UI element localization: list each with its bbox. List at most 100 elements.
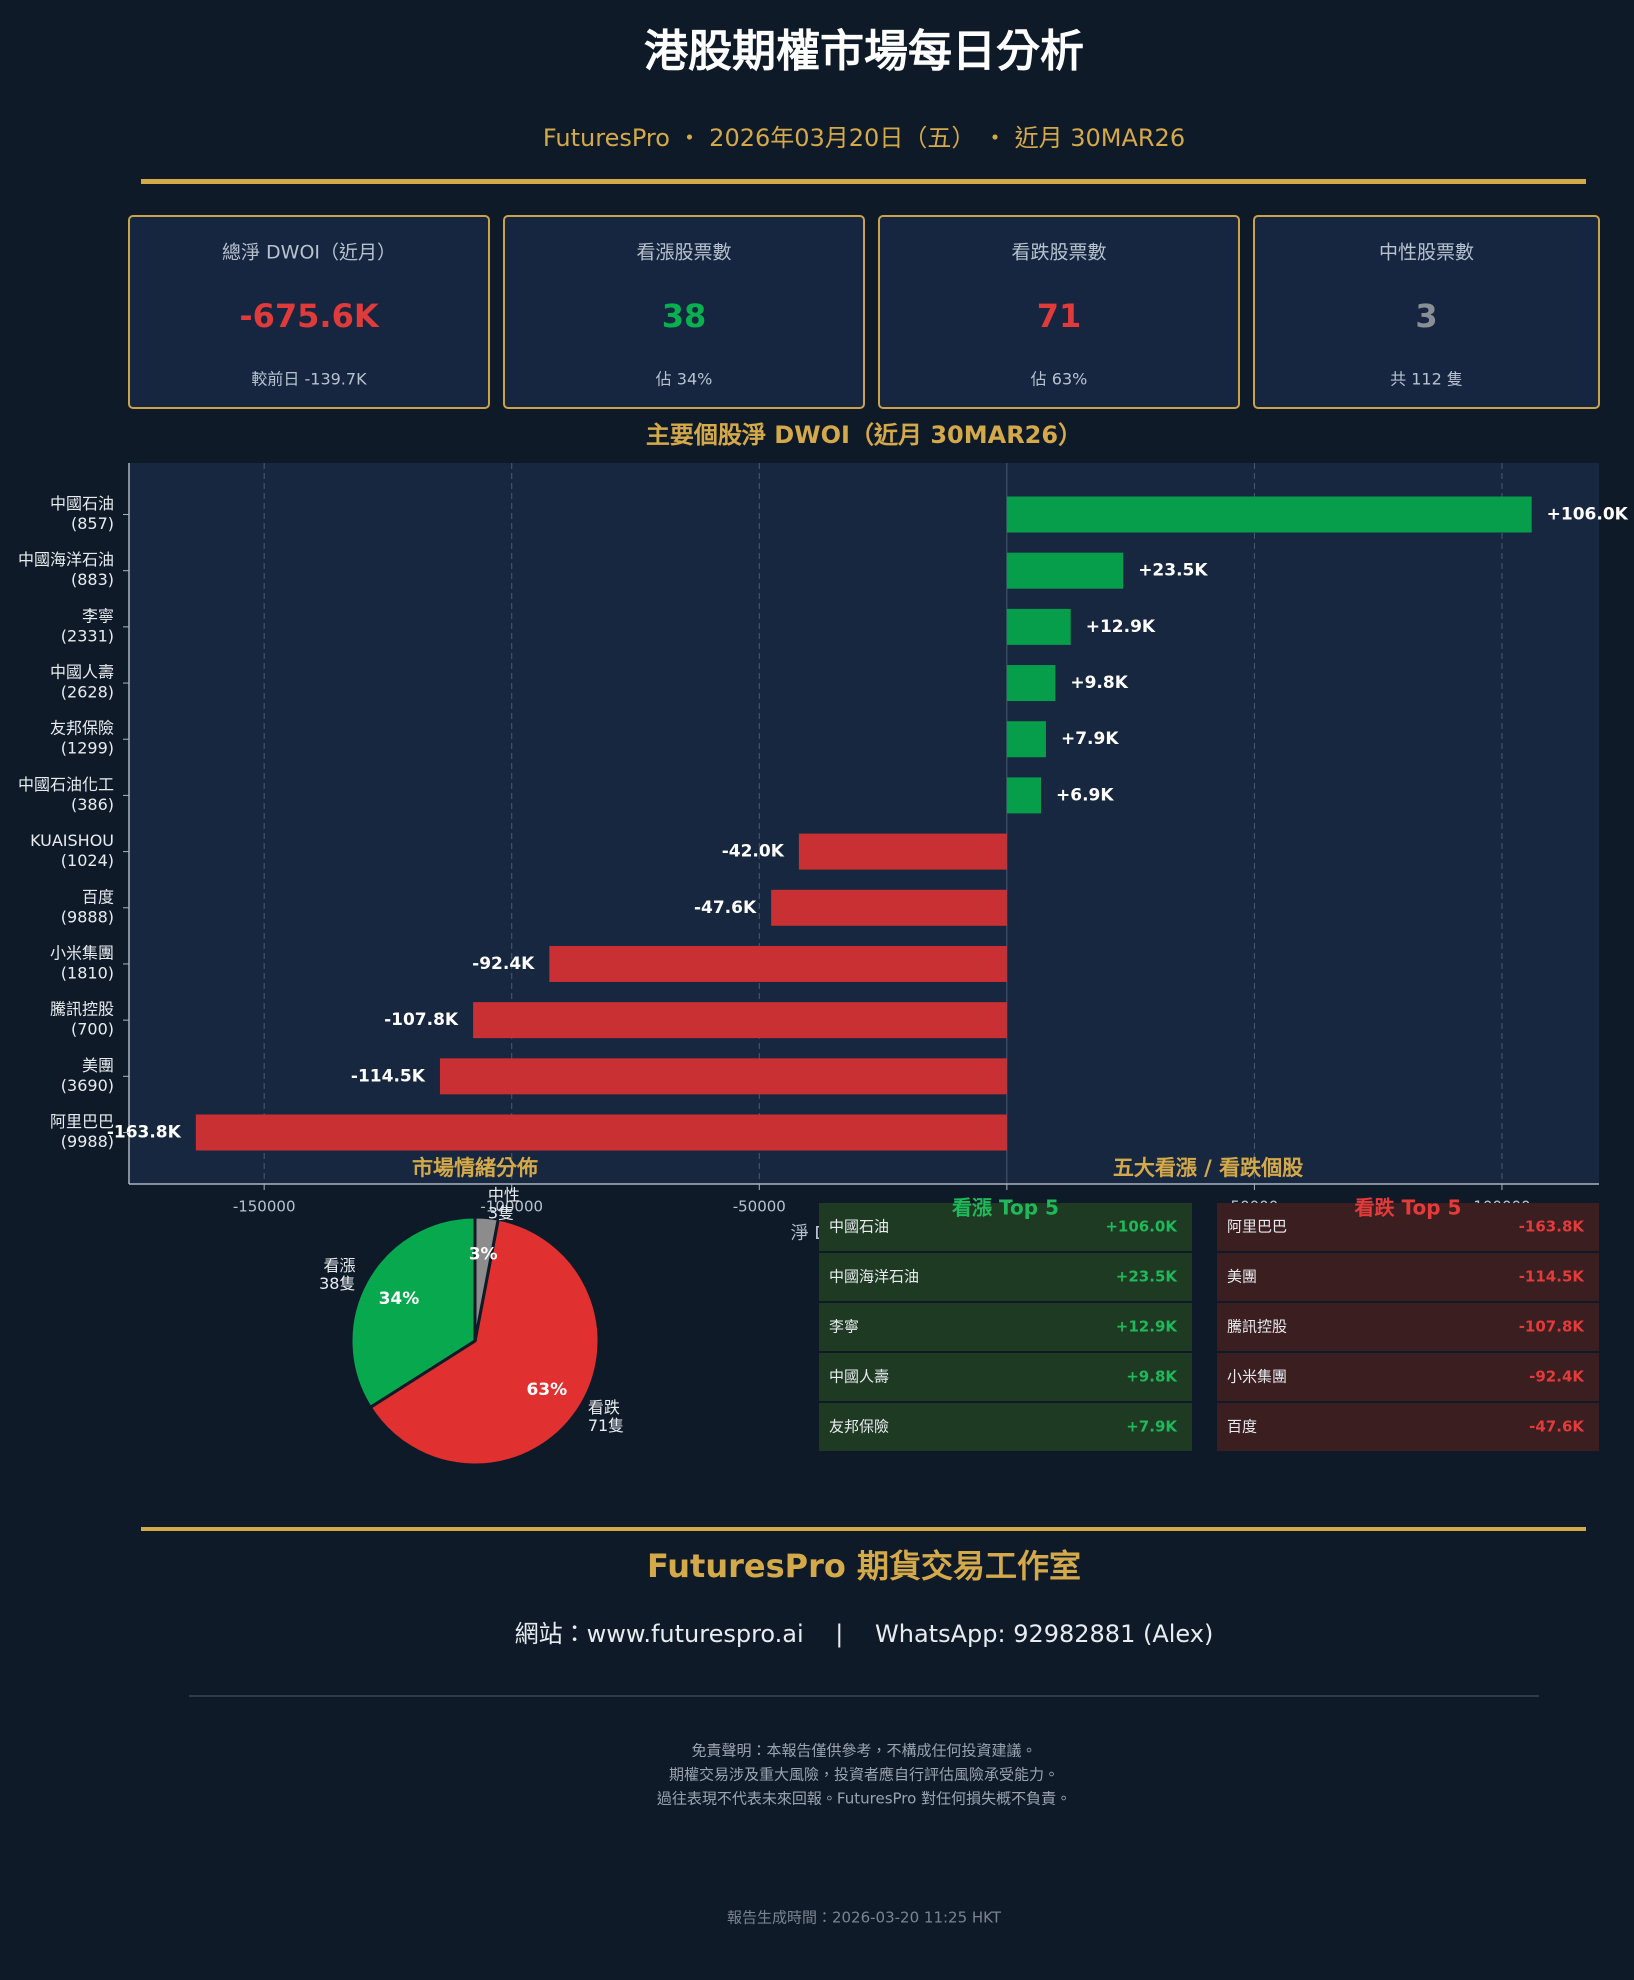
- page-title: 港股期權市場每日分析: [644, 26, 1084, 77]
- y-tick-label: (2628): [61, 683, 114, 702]
- stock-value: -107.8K: [1519, 1318, 1586, 1336]
- y-tick-label: 中國海洋石油: [18, 550, 114, 569]
- stock-name: 百度: [1227, 1418, 1257, 1436]
- y-tick-label: (700): [71, 1020, 114, 1039]
- stock-name: 美團: [1227, 1268, 1257, 1286]
- bar: [1006, 777, 1042, 814]
- card-label: 看跌股票數: [1011, 242, 1106, 264]
- stock-value: +9.8K: [1126, 1368, 1178, 1386]
- value-label: -47.6K: [694, 898, 757, 918]
- x-tick-label: -100000: [480, 1198, 543, 1216]
- card-value: 38: [662, 297, 707, 335]
- card: [878, 215, 1240, 409]
- bar: [771, 889, 1007, 926]
- pie-count: 71隻: [588, 1416, 624, 1435]
- table-row: [819, 1253, 1192, 1301]
- card-label: 看漲股票數: [636, 242, 731, 264]
- card: [1253, 215, 1600, 409]
- value-label: -163.8K: [107, 1123, 182, 1143]
- bar: [1006, 496, 1532, 533]
- y-tick-label: 李寧: [82, 606, 114, 625]
- table-title: 看漲 Top 5: [952, 1196, 1059, 1220]
- y-tick-label: 騰訊控股: [50, 1000, 114, 1019]
- stock-value: -114.5K: [1519, 1268, 1586, 1286]
- y-tick-label: (9888): [61, 907, 114, 926]
- y-tick-label: (2331): [61, 626, 114, 645]
- generated-time: 報告生成時間：2026-03-20 11:25 HKT: [727, 1909, 1002, 1927]
- table-row: [1217, 1203, 1599, 1251]
- x-tick-label: -150000: [233, 1198, 296, 1216]
- value-label: +7.9K: [1061, 729, 1119, 749]
- y-tick-label: 中國人壽: [50, 663, 114, 682]
- card-value: -675.6K: [239, 297, 380, 335]
- pie-slice: [368, 1217, 601, 1467]
- stock-name: 小米集團: [1227, 1368, 1287, 1386]
- card-value: 71: [1037, 297, 1082, 335]
- section-title: 五大看漲 / 看跌個股: [1113, 1156, 1303, 1180]
- table-row: [819, 1203, 1192, 1251]
- card-note: 共 112 隻: [1390, 370, 1463, 389]
- table-row: [1217, 1353, 1599, 1401]
- stock-value: -92.4K: [1529, 1368, 1585, 1386]
- cards: 總淨 DWOI（近月） -675.6K 較前日 -139.7K 看漲股票數 38 佔 34…: [128, 215, 1600, 409]
- stock-value: +23.5K: [1116, 1268, 1179, 1286]
- pie-percent: 63%: [526, 1380, 567, 1400]
- y-tick-label: (1024): [61, 851, 114, 870]
- pie-count: 3隻: [488, 1204, 514, 1223]
- card-note: 較前日 -139.7K: [251, 370, 367, 389]
- card: [128, 215, 490, 409]
- stock-value: +106.0K: [1105, 1218, 1178, 1236]
- chart-title: 主要個股淨 DWOI（近月 30MAR26）: [646, 421, 1082, 449]
- stock-name: 阿里巴巴: [1227, 1218, 1287, 1236]
- value-label: +6.9K: [1056, 785, 1114, 805]
- disclaimer: 過往表現不代表未來回報。FuturesPro 對任何損失概不負責。: [657, 1790, 1071, 1808]
- y-tick-label: (3690): [61, 1076, 114, 1095]
- table-row: [819, 1353, 1192, 1401]
- y-tick-label: KUAISHOU: [30, 831, 114, 850]
- y-tick-label: 小米集團: [50, 943, 114, 962]
- footer-brand: FuturesPro 期貨交易工作室: [647, 1547, 1081, 1585]
- y-tick-label: 阿里巴巴: [50, 1112, 114, 1131]
- card-note: 佔 34%: [656, 370, 713, 389]
- y-tick-label: (386): [71, 795, 114, 814]
- value-label: +9.8K: [1070, 673, 1128, 693]
- bar: [1006, 552, 1124, 589]
- page-subtitle: FuturesPro ・ 2026年03月20日（五） ・ 近月 30MAR26: [543, 124, 1185, 152]
- bar: [549, 945, 1007, 982]
- disclaimer: 期權交易涉及重大風險，投資者應自行評估風險承受能力。: [669, 1766, 1059, 1784]
- bar: [1006, 665, 1056, 702]
- stock-value: -163.8K: [1519, 1218, 1586, 1236]
- stock-value: -47.6K: [1529, 1418, 1585, 1436]
- disclaimer: 免責聲明：本報告僅供參考，不構成任何投資建議。: [691, 1742, 1036, 1760]
- stock-name: 中國石油: [829, 1218, 889, 1236]
- value-label: -107.8K: [384, 1010, 459, 1030]
- pie-percent: 3%: [469, 1245, 498, 1265]
- card-label: 總淨 DWOI（近月）: [222, 242, 396, 264]
- stock-name: 騰訊控股: [1227, 1318, 1287, 1336]
- y-tick-label: (1299): [61, 739, 114, 758]
- bar: [1006, 608, 1071, 645]
- footer-contact: 網站：www.futurespro.ai | WhatsApp: 9298288…: [515, 1620, 1214, 1648]
- pie-label: 看跌: [588, 1398, 620, 1417]
- bar: [439, 1058, 1007, 1095]
- value-label: -92.4K: [472, 954, 535, 974]
- y-tick-label: 美團: [82, 1056, 114, 1075]
- pie-percent: 34%: [379, 1289, 420, 1309]
- value-label: +106.0K: [1547, 505, 1629, 525]
- divider: [141, 179, 1586, 184]
- card-note: 佔 63%: [1031, 370, 1088, 389]
- pie-label: 看漲: [323, 1256, 355, 1275]
- stock-value: +7.9K: [1126, 1418, 1178, 1436]
- y-tick-label: 中國石油化工: [18, 775, 114, 794]
- y-tick-label: (883): [71, 570, 114, 589]
- y-tick-label: 百度: [82, 887, 114, 906]
- stock-name: 李寧: [829, 1318, 859, 1336]
- chart-title: 市場情緒分佈: [412, 1156, 538, 1180]
- table-row: [819, 1403, 1192, 1451]
- bar-chart: 主要個股淨 DWOI（近月 30MAR26） -150000 -100000 -500…: [18, 421, 1629, 1244]
- y-tick-label: (857): [71, 514, 114, 533]
- bar: [473, 1002, 1007, 1039]
- pie-label: 中性: [488, 1186, 520, 1205]
